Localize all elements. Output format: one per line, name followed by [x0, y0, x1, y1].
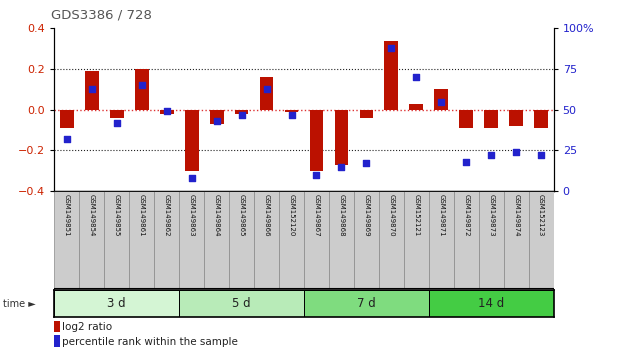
Bar [410, 104, 423, 110]
Text: GSM149854: GSM149854 [89, 194, 95, 236]
Text: GSM152120: GSM152120 [289, 194, 294, 236]
Point [212, 118, 222, 124]
Bar [335, 110, 348, 165]
Bar [204, 191, 229, 289]
Bar [385, 41, 398, 110]
Point [362, 161, 372, 166]
Bar [254, 191, 279, 289]
Text: GSM149872: GSM149872 [463, 194, 469, 236]
Bar [460, 110, 473, 128]
Text: GSM149863: GSM149863 [189, 194, 195, 237]
Text: GSM149851: GSM149851 [64, 194, 70, 236]
Text: GSM149867: GSM149867 [314, 194, 319, 237]
Bar [529, 191, 554, 289]
Bar [534, 110, 548, 128]
Bar [509, 110, 523, 126]
Point [486, 153, 497, 158]
Bar [79, 191, 104, 289]
Bar [435, 89, 448, 110]
Bar [154, 191, 179, 289]
Text: GSM149861: GSM149861 [139, 194, 145, 237]
Bar [229, 191, 254, 289]
Bar [210, 110, 223, 124]
Bar [429, 191, 454, 289]
Bar [185, 110, 198, 171]
Bar [484, 110, 498, 128]
Bar [60, 110, 74, 128]
Text: GSM149874: GSM149874 [513, 194, 519, 236]
Point [461, 159, 472, 165]
Bar [179, 191, 204, 289]
Bar [135, 69, 148, 110]
Point [387, 45, 397, 51]
Text: GSM149866: GSM149866 [264, 194, 269, 237]
Text: GSM149868: GSM149868 [339, 194, 344, 237]
Bar [379, 191, 404, 289]
Text: GSM152121: GSM152121 [413, 194, 419, 236]
Text: GSM149873: GSM149873 [488, 194, 494, 237]
Bar [129, 191, 154, 289]
Point [511, 149, 522, 155]
Text: percentile rank within the sample: percentile rank within the sample [63, 337, 238, 347]
Text: GSM149855: GSM149855 [114, 194, 120, 236]
Text: GSM149871: GSM149871 [438, 194, 444, 237]
Text: GSM149870: GSM149870 [388, 194, 394, 237]
Bar [54, 191, 79, 289]
Text: GSM152123: GSM152123 [538, 194, 544, 236]
Point [412, 74, 422, 80]
Bar [479, 191, 504, 289]
Point [262, 86, 272, 91]
Bar [160, 110, 173, 114]
Bar [304, 191, 329, 289]
Bar [310, 110, 323, 171]
Point [536, 153, 547, 158]
Bar [360, 110, 373, 118]
Text: GDS3386 / 728: GDS3386 / 728 [51, 9, 152, 22]
Bar [429, 290, 554, 317]
Point [237, 112, 247, 118]
Bar [54, 336, 60, 347]
Text: 3 d: 3 d [108, 297, 126, 310]
Text: 7 d: 7 d [357, 297, 376, 310]
Bar [404, 191, 429, 289]
Text: time ►: time ► [3, 298, 36, 309]
Bar [110, 110, 124, 118]
Text: GSM149864: GSM149864 [214, 194, 220, 236]
Text: GSM149862: GSM149862 [164, 194, 170, 236]
Bar [85, 71, 99, 110]
Bar [304, 290, 429, 317]
Point [312, 172, 322, 178]
Bar [104, 191, 129, 289]
Bar [504, 191, 529, 289]
Bar [354, 191, 379, 289]
Bar [179, 290, 304, 317]
Point [436, 99, 447, 104]
Text: 14 d: 14 d [478, 297, 504, 310]
Bar [454, 191, 479, 289]
Text: GSM149869: GSM149869 [364, 194, 369, 237]
Point [137, 82, 147, 88]
Point [87, 86, 97, 91]
Text: 5 d: 5 d [232, 297, 251, 310]
Point [337, 164, 347, 170]
Bar [329, 191, 354, 289]
Bar [279, 191, 304, 289]
Bar [235, 110, 248, 114]
Point [187, 175, 197, 181]
Point [162, 109, 172, 114]
Bar [285, 110, 298, 112]
Text: GSM149865: GSM149865 [239, 194, 244, 236]
Bar [260, 77, 273, 110]
Bar [54, 321, 60, 332]
Text: log2 ratio: log2 ratio [63, 321, 113, 332]
Point [62, 136, 72, 142]
Bar [54, 290, 179, 317]
Point [112, 120, 122, 126]
Point [287, 112, 297, 118]
